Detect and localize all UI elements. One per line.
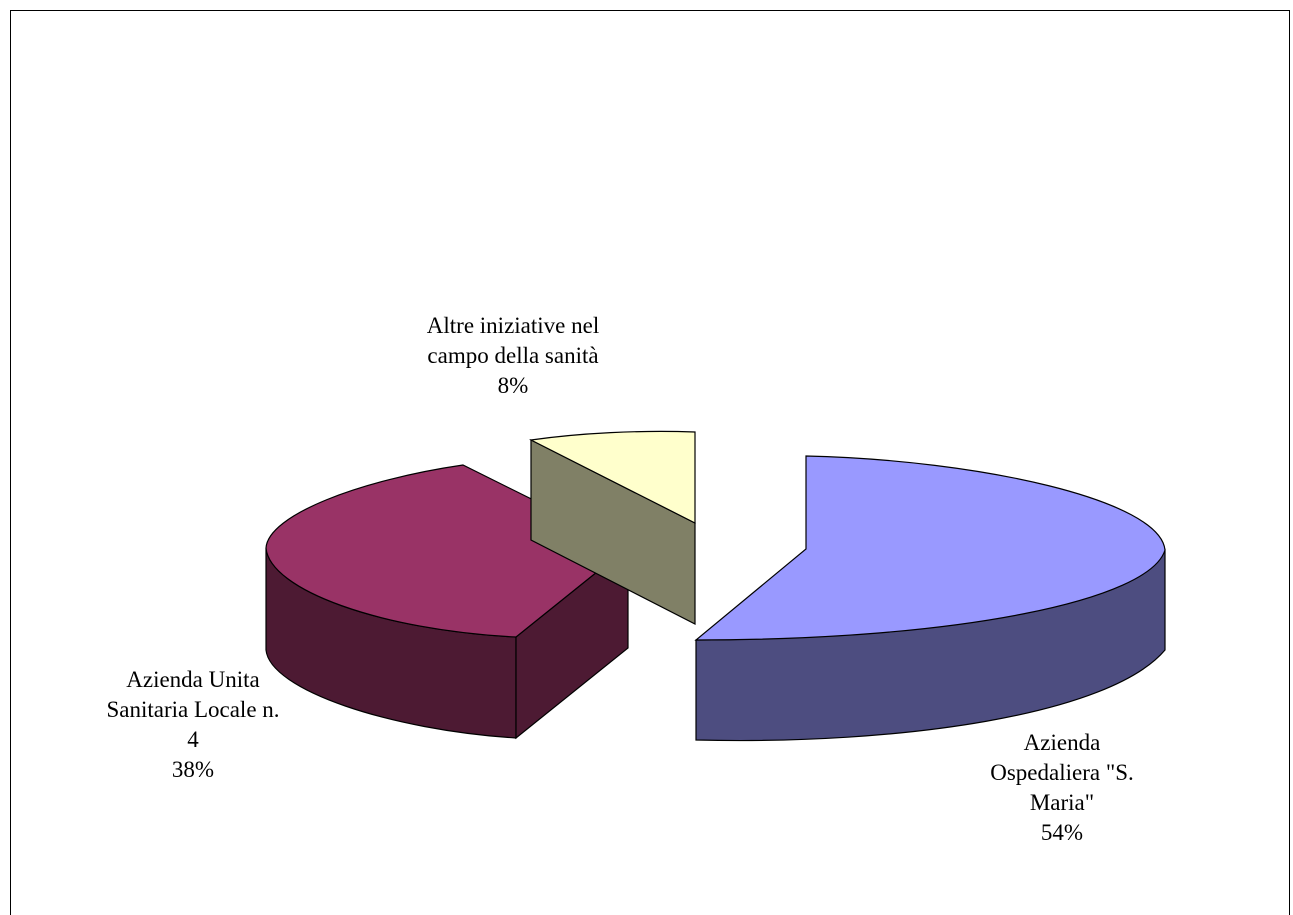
label-azienda-ospedaliera: Azienda Ospedaliera "S. Maria" 54% xyxy=(990,728,1134,848)
slice-altre-iniziative-top xyxy=(529,430,696,524)
label-altre-iniziative-line-2: campo della sanità xyxy=(427,343,599,368)
label-altre-iniziative-line-1: Altre iniziative nel xyxy=(426,313,600,338)
label-azienda-ospedaliera-line-3: Maria" xyxy=(1029,790,1095,815)
label-azienda-unita-sanitaria-line-2: Sanitaria Locale n. xyxy=(106,697,280,722)
slice-altre-iniziative xyxy=(529,430,696,625)
slice-azienda-ospedaliera-top xyxy=(694,455,1166,641)
chart-frame xyxy=(10,10,1290,915)
label-altre-iniziative-percent: 8% xyxy=(497,373,529,398)
label-azienda-ospedaliera-line-2: Ospedaliera "S. xyxy=(990,760,1134,785)
label-altre-iniziative: Altre iniziative nel campo della sanità … xyxy=(427,311,599,401)
label-azienda-ospedaliera-line-1: Azienda xyxy=(1023,730,1101,755)
label-azienda-unita-sanitaria-line-1: Azienda Unita xyxy=(126,667,260,692)
label-azienda-ospedaliera-percent: 54% xyxy=(1040,820,1084,845)
label-azienda-unita-sanitaria: Azienda Unita Sanitaria Locale n. 4 38% xyxy=(106,665,279,785)
label-azienda-unita-sanitaria-percent: 38% xyxy=(171,757,215,782)
slice-azienda-ospedaliera xyxy=(694,455,1166,742)
label-azienda-unita-sanitaria-line-3: 4 xyxy=(187,727,199,752)
